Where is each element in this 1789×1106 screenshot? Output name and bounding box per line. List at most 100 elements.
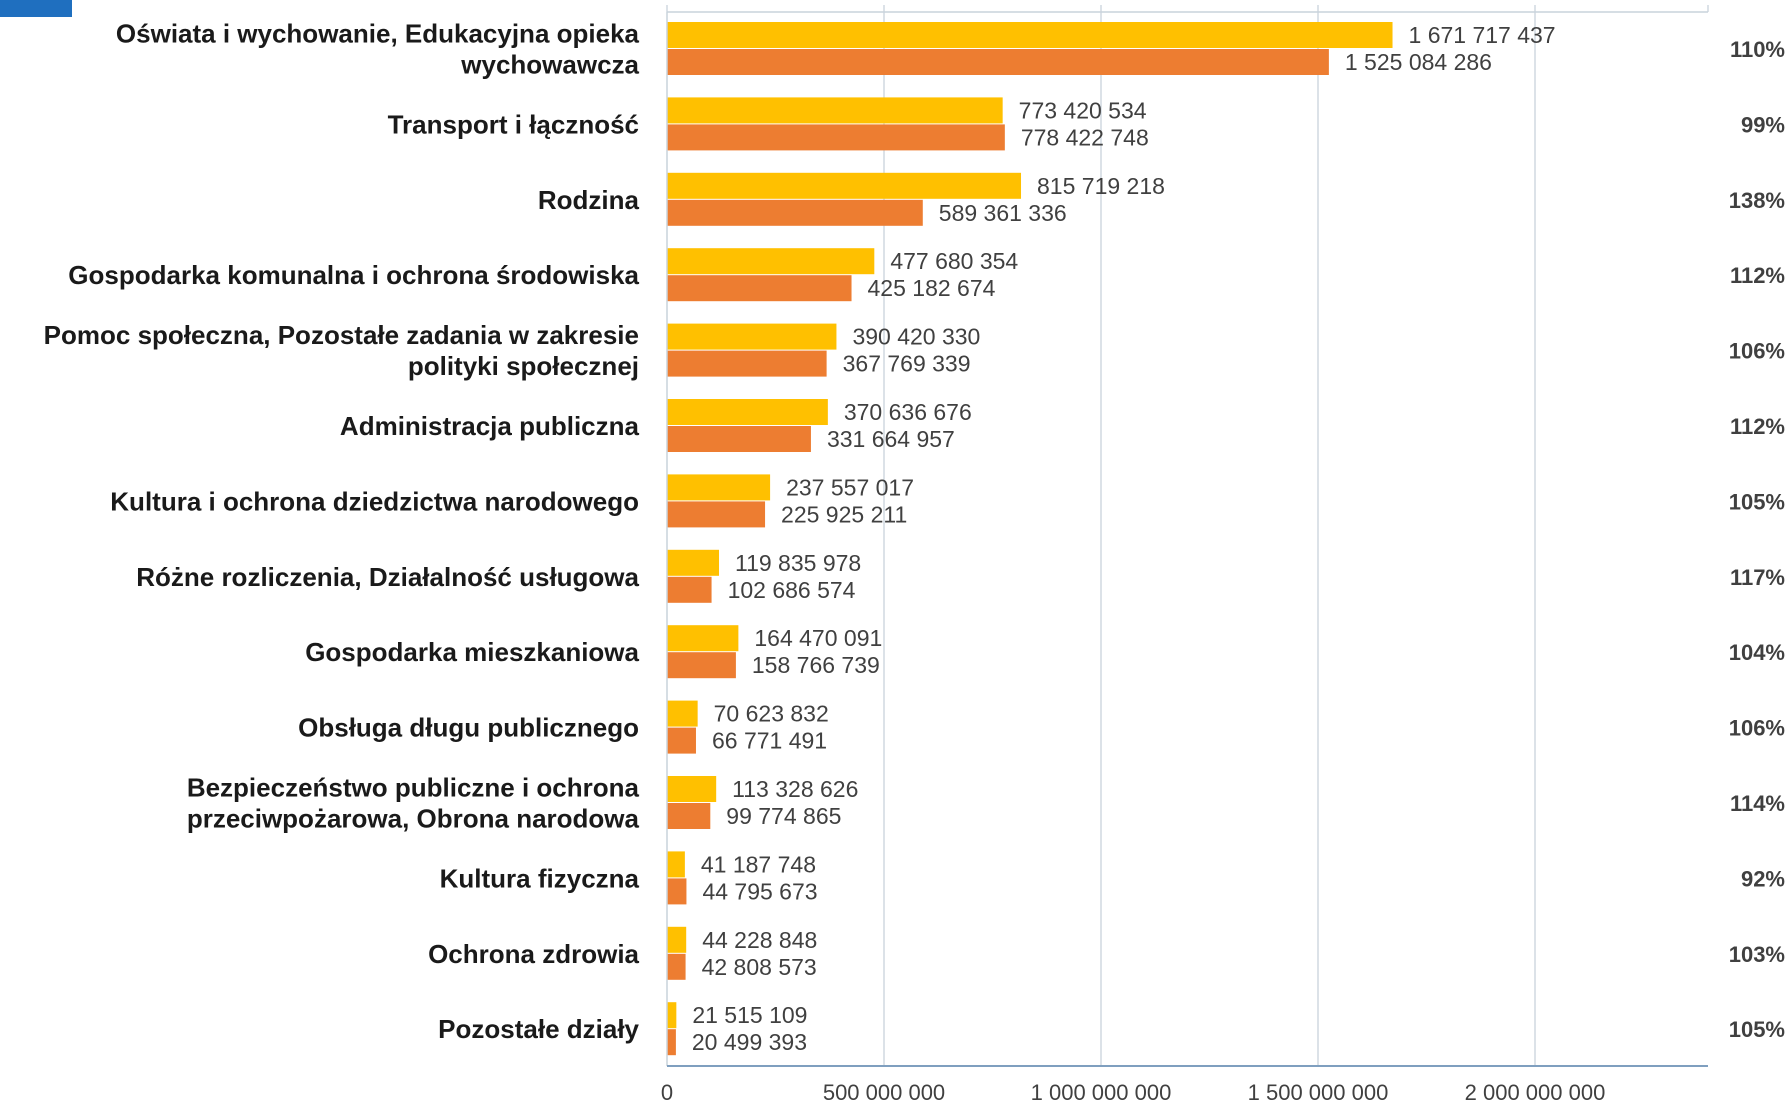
ratio-label: 112% [1730,414,1785,439]
bar [667,399,828,425]
data-label: 119 835 978 [735,550,861,576]
gridlines [883,12,1536,1066]
bar [667,22,1393,48]
bar [667,803,711,829]
category-label: Pozostałe działy [438,1014,639,1044]
ratio-label: 105% [1729,1017,1785,1042]
data-label: 425 182 674 [868,275,996,301]
category-label-line: wychowawcza [460,50,639,80]
bars [667,22,1393,1056]
category-label: Obsługa długu publicznego [298,713,639,743]
category-label-line: Pomoc społeczna, Pozostałe zadania w zak… [44,320,639,350]
data-label: 66 771 491 [712,728,827,754]
category-label-line: Obsługa długu publicznego [298,713,639,743]
category-label: Administracja publiczna [340,411,640,441]
bar [667,851,685,878]
data-label: 390 420 330 [852,324,980,350]
data-label: 589 361 336 [939,200,1067,226]
data-label: 370 636 676 [844,399,972,425]
category-label: Różne rozliczenia, Działalność usługowa [136,562,639,592]
ratio-label: 106% [1729,339,1785,364]
corner-accent-block [0,0,72,17]
x-tick-label: 1 000 000 000 [1031,1080,1172,1105]
category-label-line: Oświata i wychowanie, Edukacyjna opieka [116,19,640,49]
category-label-line: Rodzina [538,185,640,215]
category-label: Bezpieczeństwo publiczne i ochrona przeci… [187,773,640,834]
ratio-label: 103% [1729,942,1785,967]
bar [667,549,720,576]
bar [667,878,687,905]
category-label: Rodzina [538,185,640,215]
data-label: 1 671 717 437 [1409,22,1556,48]
category-label-line: Ochrona zdrowia [428,939,639,969]
bar [667,652,736,679]
category-label-line: Gospodarka komunalna i ochrona środowisk… [68,260,639,290]
bar [667,625,739,652]
data-label: 20 499 393 [692,1029,807,1055]
bar [667,172,1022,199]
data-label: 21 515 109 [692,1002,807,1028]
ratio-label: 99% [1741,112,1785,137]
ratio-label: 138% [1729,188,1785,213]
category-label: Pomoc społeczna, Pozostałe zadania w zak… [44,320,639,381]
category-labels: Oświata i wychowanie, Edukacyjna opieka w… [44,19,640,1045]
category-label: Transport i łączność [388,109,639,139]
bar [667,49,1329,75]
data-label: 44 795 673 [702,878,817,904]
data-label: 237 557 017 [786,474,914,500]
bar [667,1029,676,1056]
bar [667,727,696,754]
bar [667,350,827,377]
data-label: 773 420 534 [1019,97,1147,123]
data-label: 367 769 339 [843,351,971,377]
bar [667,953,686,980]
category-label-line: Pozostałe działy [438,1014,639,1044]
bar [667,248,875,275]
bar [667,275,852,302]
ratio-label: 114% [1730,791,1785,816]
data-label: 99 774 865 [726,803,841,829]
data-label: 158 766 739 [752,652,880,678]
x-tick-label: 0 [661,1080,673,1105]
data-label: 331 664 957 [827,426,955,452]
category-label: Kultura i ochrona dziedzictwa narodowego [110,486,639,516]
ratio-label: 92% [1741,866,1785,891]
data-label: 815 719 218 [1037,173,1165,199]
category-label-line: Administracja publiczna [340,411,640,441]
category-label-line: Kultura i ochrona dziedzictwa narodowego [110,486,639,516]
ratio-label: 106% [1729,716,1785,741]
bar [667,474,771,501]
category-label: Gospodarka mieszkaniowa [305,637,639,667]
data-label: 41 187 748 [701,851,816,877]
data-label: 477 680 354 [890,248,1018,274]
category-label-line: przeciwpożarowa, Obrona narodowa [187,804,640,834]
category-label-line: polityki społecznej [408,351,639,381]
category-label-line: Różne rozliczenia, Działalność usługowa [136,562,639,592]
bar [667,576,712,603]
bar [667,501,766,528]
data-label: 113 328 626 [732,776,858,802]
data-label: 778 422 748 [1021,124,1149,150]
ratio-label: 117% [1730,565,1785,590]
bar [667,426,811,452]
data-label: 42 808 573 [702,954,817,980]
x-tick-label: 2 000 000 000 [1465,1080,1606,1105]
category-label-line: Gospodarka mieszkaniowa [305,637,639,667]
bar [667,199,923,226]
data-label: 102 686 574 [728,577,856,603]
data-label: 70 623 832 [714,701,829,727]
bar [667,97,1003,124]
data-label: 44 228 848 [702,927,817,953]
bar [667,926,687,953]
category-label-line: Transport i łączność [388,109,639,139]
category-label: Ochrona zdrowia [428,939,639,969]
data-label: 225 925 211 [781,501,907,527]
ratio-label: 112% [1730,263,1785,288]
ratio-label: 104% [1729,640,1785,665]
bar [667,124,1005,151]
ratio-label: 105% [1729,489,1785,514]
x-axis: 0 500 000 000 1 000 000 000 1 500 000 000 2 … [661,5,1709,1105]
category-label: Gospodarka komunalna i ochrona środowisk… [68,260,639,290]
